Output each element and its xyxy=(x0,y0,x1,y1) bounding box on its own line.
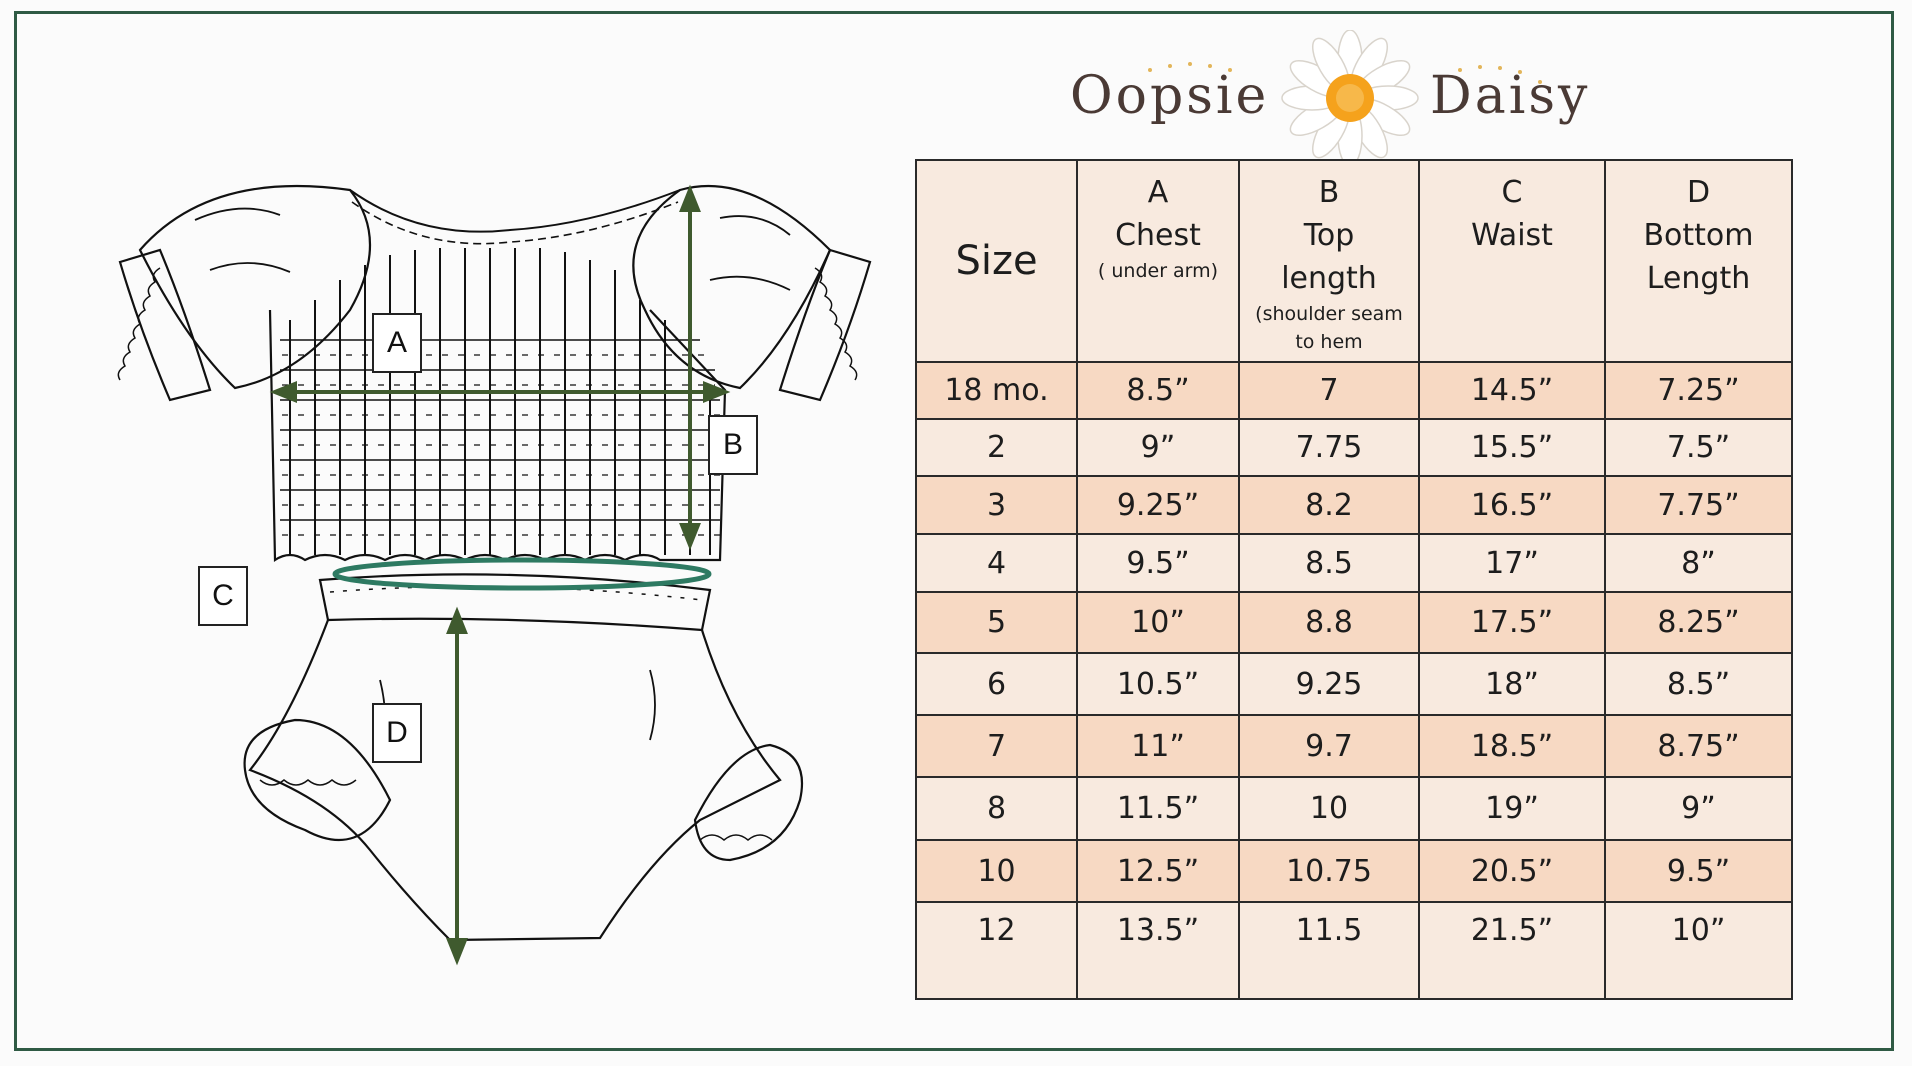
table-row: 7 11” 9.7 18.5” 8.75” xyxy=(915,714,1793,778)
bodice xyxy=(268,309,727,563)
table-cell: 8.2 xyxy=(1238,475,1420,535)
table-cell: 4 xyxy=(915,533,1078,593)
table-row: 10 12.5” 10.75 20.5” 9.5” xyxy=(915,839,1793,903)
daisy-icon xyxy=(1281,30,1419,165)
table-cell: 8.5” xyxy=(1604,652,1793,716)
sparkle-dots xyxy=(1148,62,1542,84)
header-size: Size xyxy=(915,159,1078,363)
table-cell: 7 xyxy=(915,714,1078,778)
table-cell: 9.25 xyxy=(1238,652,1420,716)
table-cell: 6 xyxy=(915,652,1078,716)
table-cell: 20.5” xyxy=(1418,839,1606,903)
table-cell: 21.5” xyxy=(1418,901,1606,1000)
table-cell: 12.5” xyxy=(1076,839,1240,903)
table-cell: 17” xyxy=(1418,533,1606,593)
waist-ring xyxy=(332,557,712,591)
logo-word-right: Daisy xyxy=(1430,66,1591,126)
table-row: 2 9” 7.75 15.5” 7.5” xyxy=(915,418,1793,477)
table-cell: 8.5” xyxy=(1076,361,1240,420)
table-cell: 9.25” xyxy=(1076,475,1240,535)
table-cell: 10” xyxy=(1604,901,1793,1000)
table-cell: 19” xyxy=(1418,776,1606,841)
table-cell: 7.5” xyxy=(1604,418,1793,477)
table-cell: 7 xyxy=(1238,361,1420,420)
table-cell: 8.75” xyxy=(1604,714,1793,778)
garment-sketch xyxy=(117,184,872,966)
header-bottom-length: D Bottom Length xyxy=(1604,159,1793,363)
table-cell: 15.5” xyxy=(1418,418,1606,477)
table-cell: 11.5 xyxy=(1238,901,1420,1000)
table-cell: 9.5” xyxy=(1604,839,1793,903)
right-sleeve xyxy=(632,184,832,390)
table-cell: 9.7 xyxy=(1238,714,1420,778)
table-cell: 9” xyxy=(1076,418,1240,477)
header-waist: C Waist xyxy=(1418,159,1606,363)
table-cell: 11.5” xyxy=(1076,776,1240,841)
table-cell: 16.5” xyxy=(1418,475,1606,535)
label-a: A xyxy=(372,313,422,373)
table-row: 12 13.5” 11.5 21.5” 10” xyxy=(915,901,1793,1000)
table-row: 5 10” 8.8 17.5” 8.25” xyxy=(915,591,1793,654)
table-cell: 18” xyxy=(1418,652,1606,716)
table-cell: 18 mo. xyxy=(915,361,1078,420)
table-cell: 10 xyxy=(1238,776,1420,841)
size-chart-table: Size A Chest ( under arm) B Top length (… xyxy=(915,159,1793,1000)
table-cell: 8.5 xyxy=(1238,533,1420,593)
table-cell: 3 xyxy=(915,475,1078,535)
table-cell: 8.8 xyxy=(1238,591,1420,654)
table-cell: 10 xyxy=(915,839,1078,903)
table-cell: 7.75 xyxy=(1238,418,1420,477)
table-row: 4 9.5” 8.5 17” 8” xyxy=(915,533,1793,593)
table-cell: 10.75 xyxy=(1238,839,1420,903)
header-chest: A Chest ( under arm) xyxy=(1076,159,1240,363)
brand-logo: Oopsie Daisy xyxy=(1060,30,1620,170)
table-cell: 13.5” xyxy=(1076,901,1240,1000)
table-body: 18 mo. 8.5” 7 14.5” 7.25” 2 9” 7.75 15.5” 7.5” 3 9.… xyxy=(915,361,1793,1000)
logo-word-left: Oopsie xyxy=(1070,66,1270,126)
table-row: 18 mo. 8.5” 7 14.5” 7.25” xyxy=(915,361,1793,420)
table-cell: 10” xyxy=(1076,591,1240,654)
table-cell: 7.75” xyxy=(1604,475,1793,535)
left-sleeve xyxy=(138,184,372,390)
table-cell: 8” xyxy=(1604,533,1793,593)
table-row: 6 10.5” 9.25 18” 8.5” xyxy=(915,652,1793,716)
table-cell: 8.25” xyxy=(1604,591,1793,654)
table-cell: 14.5” xyxy=(1418,361,1606,420)
table-row: 3 9.25” 8.2 16.5” 7.75” xyxy=(915,475,1793,535)
table-cell: 7.25” xyxy=(1604,361,1793,420)
table-cell: 12 xyxy=(915,901,1078,1000)
table-cell: 8 xyxy=(915,776,1078,841)
table-cell: 5 xyxy=(915,591,1078,654)
table-cell: 2 xyxy=(915,418,1078,477)
table-cell: 17.5” xyxy=(1418,591,1606,654)
label-c: C xyxy=(198,566,248,626)
label-d: D xyxy=(372,703,422,763)
table-cell: 10.5” xyxy=(1076,652,1240,716)
table-cell: 11” xyxy=(1076,714,1240,778)
table-row: 8 11.5” 10 19” 9” xyxy=(915,776,1793,841)
header-top-length: B Top length (shoulder seam to hem xyxy=(1238,159,1420,363)
outer-frame xyxy=(14,11,1894,1051)
table-header-row: Size A Chest ( under arm) B Top length (… xyxy=(915,159,1793,363)
table-cell: 18.5” xyxy=(1418,714,1606,778)
label-b: B xyxy=(708,415,758,475)
table-cell: 9.5” xyxy=(1076,533,1240,593)
table-cell: 9” xyxy=(1604,776,1793,841)
